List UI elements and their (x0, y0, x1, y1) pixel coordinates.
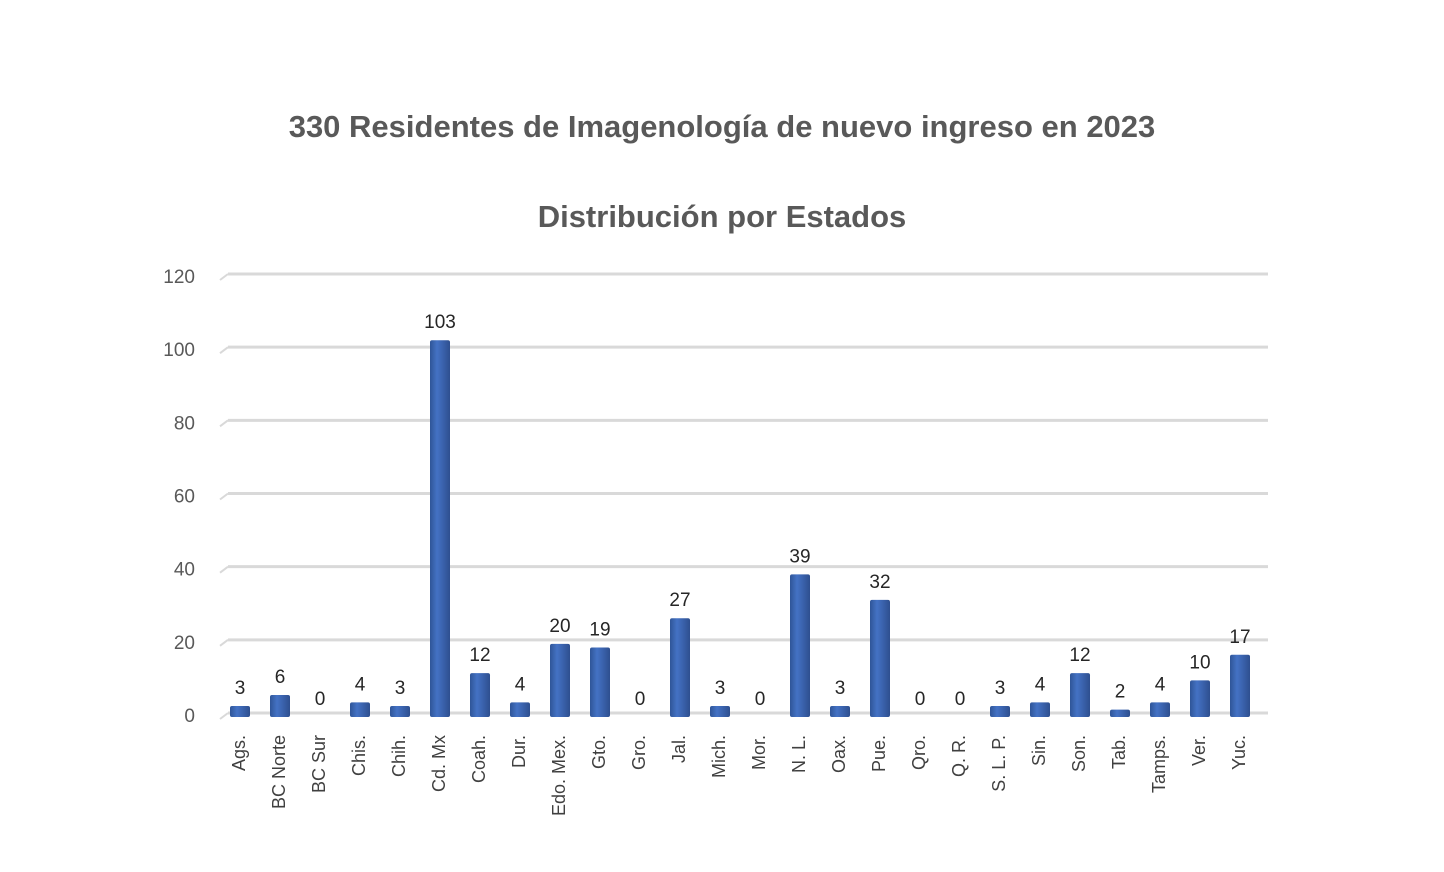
grid-line (219, 419, 229, 428)
bar (350, 702, 370, 717)
value-label: 103 (424, 312, 456, 333)
x-tick-label: Tab. (1109, 735, 1129, 769)
x-tick-label: Chis. (349, 735, 369, 776)
value-label: 39 (789, 546, 810, 567)
bar (790, 574, 810, 717)
bar (710, 706, 730, 717)
value-label: 4 (1035, 674, 1046, 695)
value-label: 3 (995, 678, 1006, 699)
bar (270, 695, 290, 717)
x-tick-label: Tamps. (1149, 735, 1169, 793)
value-label: 4 (355, 674, 366, 695)
x-tick-label: Q. R. (949, 735, 969, 777)
bar (390, 706, 410, 717)
bar (470, 673, 490, 717)
x-tick-label: Gto. (589, 735, 609, 769)
value-label: 4 (1155, 674, 1166, 695)
y-tick-label: 0 (184, 706, 195, 727)
value-label: 0 (755, 689, 766, 710)
x-tick-label: Gro. (629, 735, 649, 770)
grid-line (219, 273, 229, 281)
bar (1110, 709, 1130, 717)
x-tick-label: Jal. (669, 735, 689, 763)
bar (870, 599, 890, 717)
bar (670, 618, 690, 717)
value-label: 32 (869, 572, 890, 593)
chart-subtitle: Distribución por Estados (538, 199, 907, 234)
bar (830, 706, 850, 717)
x-tick-label: Mor. (749, 735, 769, 770)
value-label: 3 (715, 678, 726, 699)
value-label: 0 (315, 689, 326, 710)
y-tick-label: 60 (174, 487, 195, 508)
x-tick-label: Ags. (229, 735, 249, 771)
x-tick-label: Ver. (1189, 735, 1209, 766)
bar (1150, 702, 1170, 717)
value-label: 0 (955, 689, 966, 710)
x-tick-label: Oax. (829, 735, 849, 773)
value-label: 27 (669, 590, 690, 611)
value-label: 10 (1189, 652, 1210, 673)
x-tick-label: Yuc. (1229, 735, 1249, 770)
x-tick-label: Mich. (709, 735, 729, 778)
y-tick-label: 100 (163, 340, 195, 361)
x-tick-label: Pue. (869, 735, 889, 772)
bar (1070, 673, 1090, 717)
x-tick-label: Sin. (1029, 735, 1049, 766)
x-tick-label: BC Sur (309, 735, 329, 793)
value-label: 19 (589, 619, 610, 640)
chart-title: 330 Residentes de Imagenología de nuevo … (289, 109, 1156, 144)
bar (510, 702, 530, 717)
grid-line (219, 639, 229, 647)
value-label: 3 (235, 678, 246, 699)
y-tick-label: 80 (174, 413, 195, 434)
x-tick-label: Cd. Mx (429, 735, 449, 792)
value-label: 3 (835, 678, 846, 699)
x-tick-label: Dur. (509, 735, 529, 768)
y-tick-label: 120 (163, 267, 195, 288)
x-tick-label: Chih. (389, 735, 409, 777)
y-tick-label: 20 (174, 633, 195, 654)
grid-line (219, 712, 229, 720)
bar (230, 706, 250, 717)
bar (430, 340, 450, 717)
value-label: 6 (275, 667, 286, 688)
x-tick-label: Coah. (469, 735, 489, 783)
y-tick-label: 40 (174, 560, 195, 581)
bar (590, 647, 610, 717)
value-label: 12 (1069, 645, 1090, 666)
grid-line (219, 346, 229, 354)
value-label: 12 (469, 645, 490, 666)
value-label: 4 (515, 674, 526, 695)
bar (1230, 654, 1250, 717)
value-label: 0 (635, 689, 646, 710)
value-label: 2 (1115, 682, 1126, 703)
x-tick-label: Qro. (909, 735, 929, 770)
value-label: 17 (1229, 627, 1250, 648)
bar (990, 706, 1010, 717)
value-label: 0 (915, 689, 926, 710)
value-label: 3 (395, 678, 406, 699)
value-label: 20 (549, 616, 570, 637)
x-tick-label: Son. (1069, 735, 1089, 772)
x-tick-label: BC Norte (269, 735, 289, 809)
x-tick-label: S. L. P. (989, 735, 1009, 792)
bar (1030, 702, 1050, 717)
bar (550, 643, 570, 717)
grid-line (219, 565, 229, 574)
x-tick-label: Edo. Mex. (549, 735, 569, 816)
grid-line (219, 492, 229, 501)
bar (1190, 680, 1210, 717)
x-tick-label: N. L. (789, 735, 809, 773)
